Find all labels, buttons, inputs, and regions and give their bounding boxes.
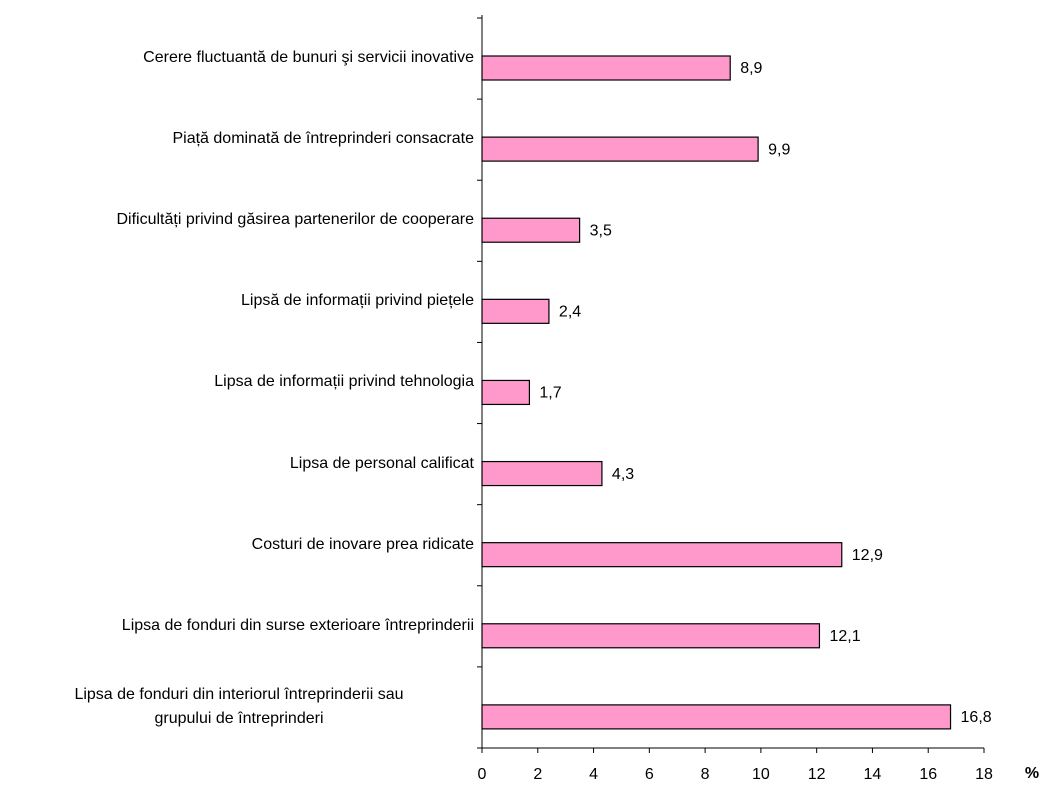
bar xyxy=(481,298,550,324)
y-tick-label: Lipsa de personal calificat xyxy=(289,454,474,472)
value-label: 2,4 xyxy=(559,304,581,321)
y-tick-label: Cerere fluctuantă de bunuri şi servicii … xyxy=(143,49,474,66)
bar xyxy=(481,542,843,568)
x-tick-label: 8 xyxy=(701,766,710,783)
x-tick-label: 18 xyxy=(975,766,993,783)
y-tick-label: Lipsa de fonduri din surse exterioare în… xyxy=(121,616,474,634)
x-tick-label: 0 xyxy=(478,766,487,783)
value-label: 16,8 xyxy=(961,709,992,726)
x-tick-label: 10 xyxy=(752,766,770,783)
y-tick-label: Dificultăți privind găsirea partenerilor… xyxy=(116,211,474,229)
x-tick-label: 4 xyxy=(589,766,598,783)
y-tick-label: Piață dominată de întreprinderi consacra… xyxy=(172,130,474,148)
x-tick-label: 2 xyxy=(533,766,542,783)
value-label: 1,7 xyxy=(539,385,561,402)
x-tick-label: 6 xyxy=(645,766,654,783)
x-tick-label: 16 xyxy=(919,766,937,783)
value-label: 12,1 xyxy=(829,628,860,645)
bar xyxy=(481,217,581,243)
value-label: 8,9 xyxy=(740,60,762,77)
bar xyxy=(481,379,531,406)
bar xyxy=(481,623,821,649)
y-tick-label: Lipsa de fonduri din interiorul întrepri… xyxy=(74,685,404,727)
bar xyxy=(481,55,731,81)
bar xyxy=(481,460,603,487)
value-label: 9,9 xyxy=(768,141,790,158)
y-tick-label: Costuri de inovare prea ridicate xyxy=(251,535,474,553)
x-tick-label: 14 xyxy=(864,766,882,783)
bar xyxy=(481,704,952,730)
x-axis-label: % xyxy=(1025,765,1039,782)
value-label: 4,3 xyxy=(612,466,634,483)
y-tick-label: Lipsă de informații privind piețele xyxy=(240,292,474,310)
bar xyxy=(481,136,759,162)
value-label: 3,5 xyxy=(590,222,612,239)
x-tick-label: 12 xyxy=(808,766,826,783)
value-label: 12,9 xyxy=(852,547,883,564)
y-tick-label: Lipsa de informații privind tehnologia xyxy=(214,373,474,391)
